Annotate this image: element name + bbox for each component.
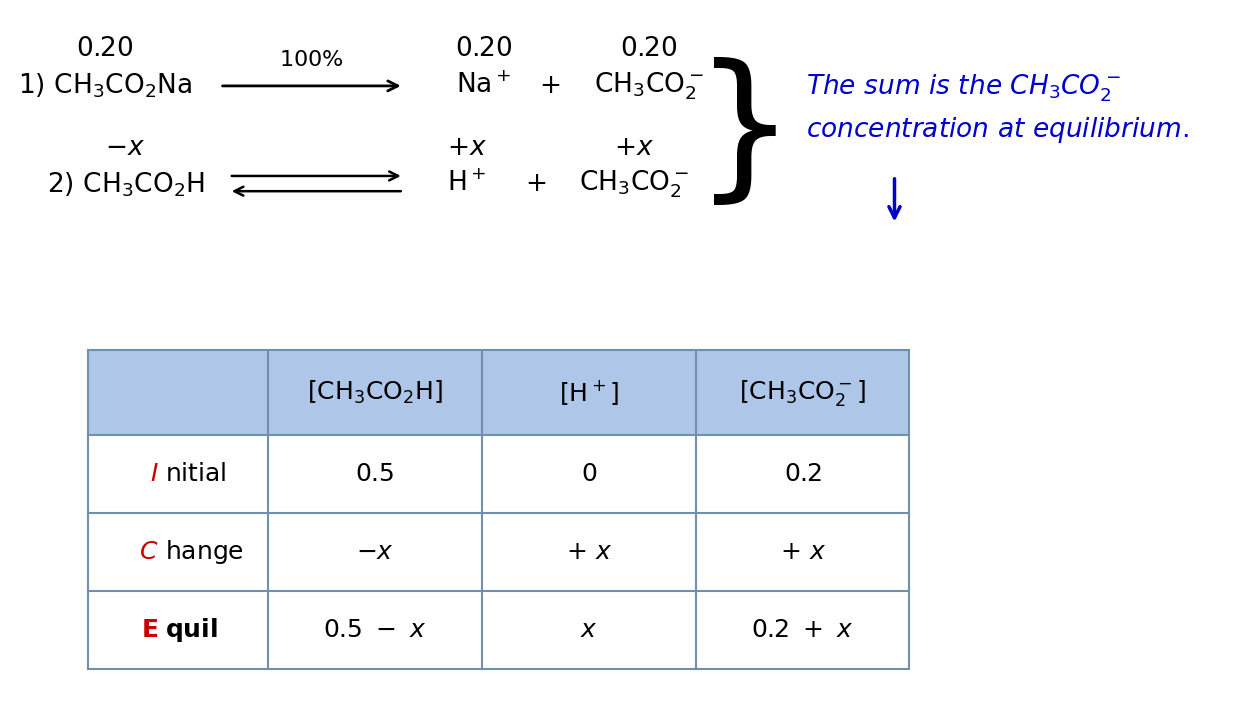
Bar: [88, 350, 910, 669]
Text: $\mathregular{nitial}$: $\mathregular{nitial}$: [165, 462, 226, 486]
Text: $\mathregular{H^+}$: $\mathregular{H^+}$: [448, 171, 486, 198]
Text: $x$: $x$: [580, 618, 598, 642]
Text: $\mathregular{[CH_3CO_2H]}$: $\mathregular{[CH_3CO_2H]}$: [308, 379, 442, 407]
Text: $0$: $0$: [581, 462, 598, 486]
Text: $C$: $C$: [139, 540, 159, 564]
Bar: [88, 350, 910, 435]
Text: $0.2\ +\ x$: $0.2\ +\ x$: [751, 618, 854, 642]
Text: $-x$: $-x$: [356, 540, 394, 564]
Text: $I$: $I$: [150, 462, 159, 486]
Text: $\mathregular{[H^+]}$: $\mathregular{[H^+]}$: [559, 379, 619, 407]
Text: $\it{The\ sum\ is\ the\ CH_3CO_2^-}$: $\it{The\ sum\ is\ the\ CH_3CO_2^-}$: [806, 73, 1121, 104]
Text: $0.20$: $0.20$: [76, 36, 134, 62]
Text: $0.5\ -\ x$: $0.5\ -\ x$: [324, 618, 428, 642]
Text: $\it{concentration\ at\ equilibrium.}$: $\it{concentration\ at\ equilibrium.}$: [806, 115, 1189, 145]
Text: $0.20$: $0.20$: [620, 36, 678, 62]
Text: $\mathregular{[CH_3CO_2^-]}$: $\mathregular{[CH_3CO_2^-]}$: [739, 378, 866, 408]
Text: $\mathregular{1)\ CH_3CO_2Na}$: $\mathregular{1)\ CH_3CO_2Na}$: [18, 72, 191, 100]
Text: $\mathregular{hange}$: $\mathregular{hange}$: [165, 538, 244, 566]
Text: $\mathregular{100\%}$: $\mathregular{100\%}$: [280, 50, 344, 69]
Text: $0.5$: $0.5$: [355, 462, 395, 486]
Text: $\mathregular{Na^+}$: $\mathregular{Na^+}$: [456, 73, 511, 99]
Text: $\mathbf{E}$: $\mathbf{E}$: [141, 618, 159, 642]
Text: $+\ x$: $+\ x$: [566, 540, 612, 564]
Text: $\mathbf{quil}$: $\mathbf{quil}$: [165, 616, 217, 644]
Text: $+x$: $+x$: [448, 135, 486, 161]
Text: $+$: $+$: [525, 171, 546, 197]
Text: $\mathregular{CH_3CO_2^-}$: $\mathregular{CH_3CO_2^-}$: [594, 70, 704, 102]
Text: $-x$: $-x$: [105, 135, 145, 161]
Text: $+x$: $+x$: [614, 135, 654, 161]
Text: $+\ x$: $+\ x$: [780, 540, 825, 564]
Text: $\mathregular{2)\ CH_3CO_2H}$: $\mathregular{2)\ CH_3CO_2H}$: [46, 170, 204, 198]
Text: $0.20$: $0.20$: [455, 36, 512, 62]
Text: $+$: $+$: [539, 73, 560, 99]
Text: $\mathregular{CH_3CO_2^-}$: $\mathregular{CH_3CO_2^-}$: [579, 168, 689, 200]
Text: $0.2$: $0.2$: [784, 462, 821, 486]
Text: }: }: [694, 57, 796, 212]
